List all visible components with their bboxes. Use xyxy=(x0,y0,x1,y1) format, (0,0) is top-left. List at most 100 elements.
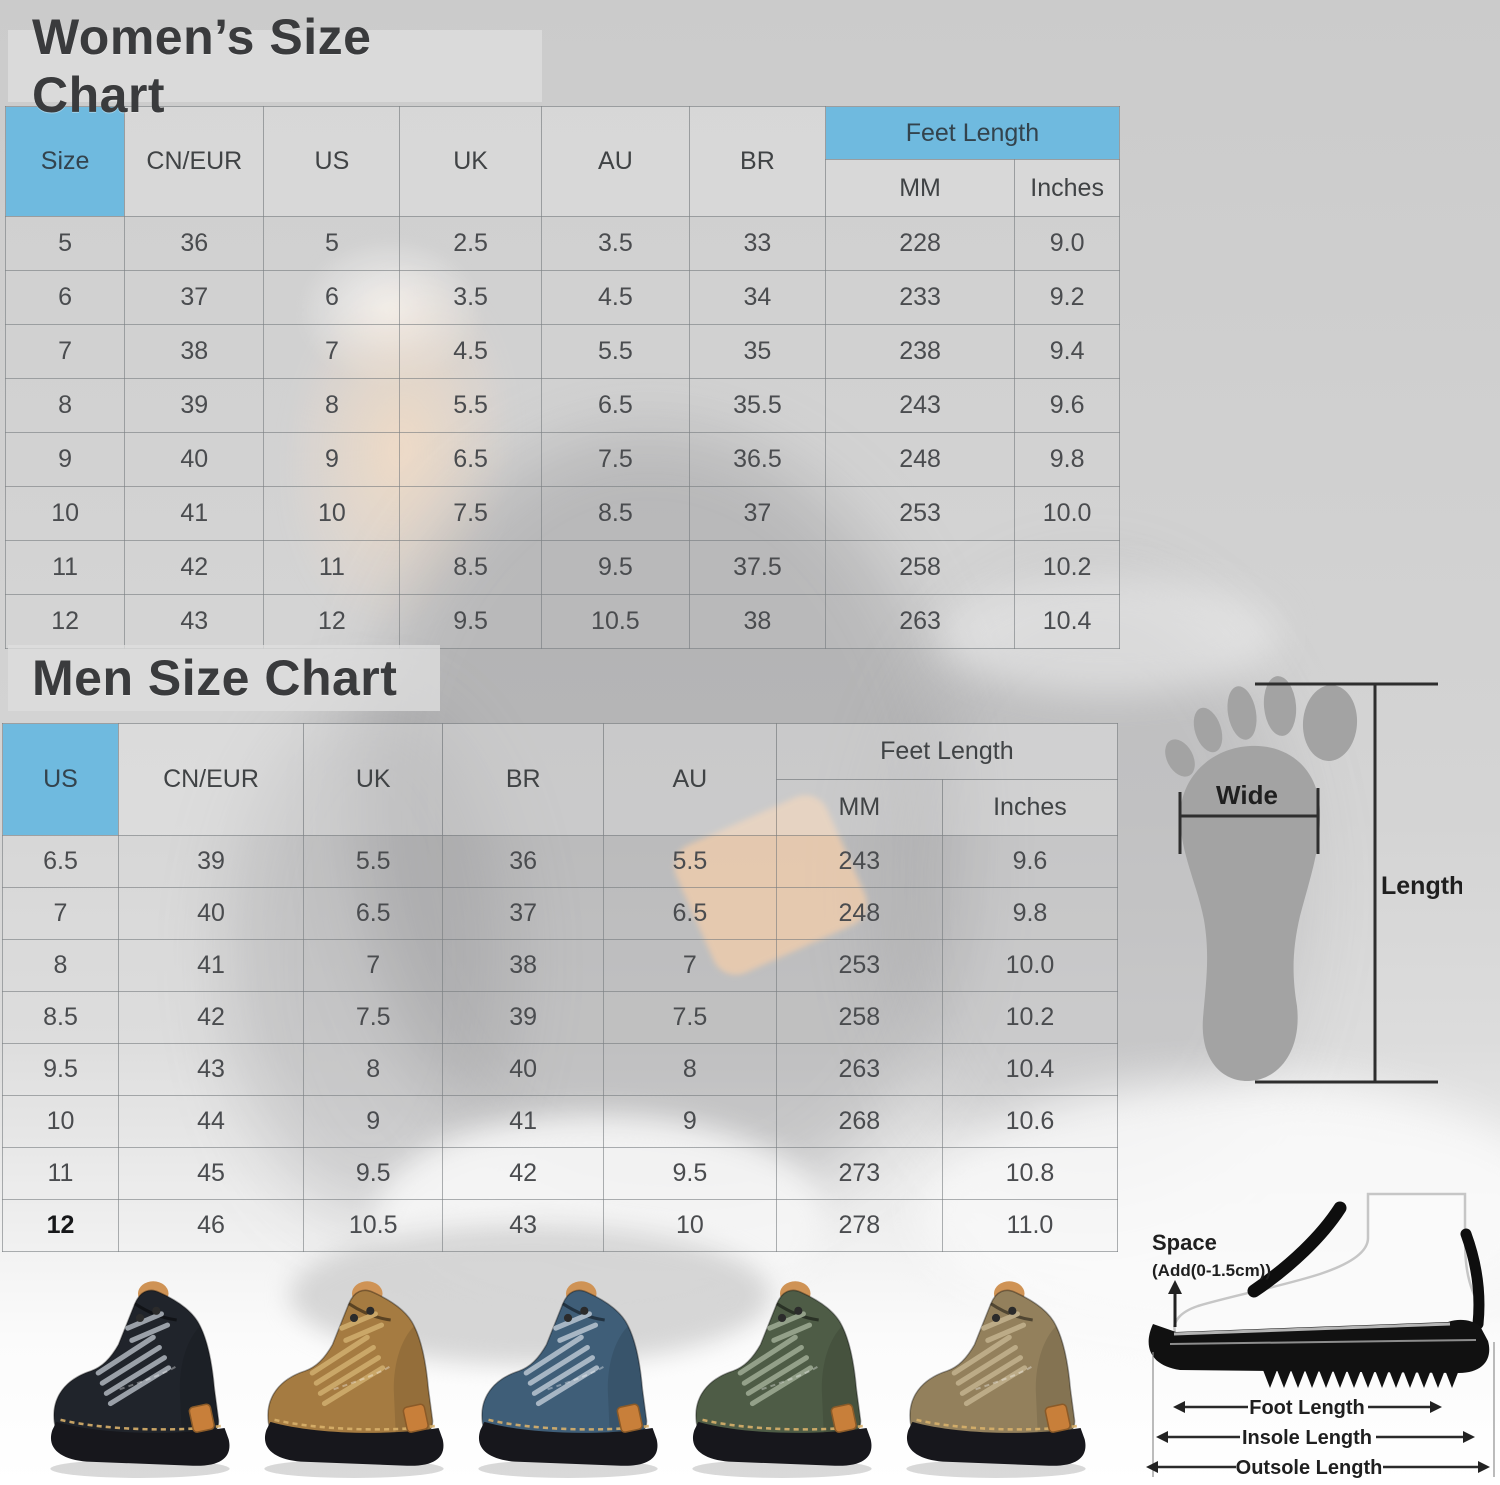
size-cell: 5.5 xyxy=(399,378,542,433)
size-cell: 11.0 xyxy=(941,1199,1119,1252)
mens-title-text: Men Size Chart xyxy=(32,650,398,706)
size-cell: 9.6 xyxy=(941,835,1119,888)
size-cell: 10.4 xyxy=(941,1043,1119,1096)
size-cell: 42 xyxy=(117,991,305,1044)
size-cell: 8.5 xyxy=(399,540,542,595)
size-cell: 6.5 xyxy=(303,887,444,940)
size-cell: 278 xyxy=(775,1199,943,1252)
shoe-product-image-khaki-boot xyxy=(906,1281,1086,1478)
size-cell: 34 xyxy=(688,270,826,325)
size-cell: 33 xyxy=(688,216,826,271)
size-cell: 40 xyxy=(124,432,265,487)
col-header-size: Size xyxy=(4,106,126,217)
size-cell: 7.5 xyxy=(540,432,690,487)
size-cell: 9.5 xyxy=(2,1043,119,1096)
size-cell: 6.5 xyxy=(399,432,542,487)
size-cell: 8.5 xyxy=(2,991,119,1044)
size-cell: 9 xyxy=(602,1095,777,1148)
size-cell: 3.5 xyxy=(540,216,690,271)
size-cell: 4.5 xyxy=(540,270,690,325)
size-cell: 10.6 xyxy=(941,1095,1119,1148)
eyelet xyxy=(1008,1306,1017,1315)
size-cell: 10.0 xyxy=(1014,486,1120,541)
size-cell: 243 xyxy=(775,835,943,888)
size-cell: 273 xyxy=(775,1147,943,1200)
outsole-length-label: Outsole Length xyxy=(1236,1457,1383,1479)
insole-length-label: Insole Length xyxy=(1242,1427,1372,1449)
size-cell: 7 xyxy=(602,939,777,992)
size-cell: 7 xyxy=(2,887,119,940)
col-header-au: AU xyxy=(540,106,690,217)
size-cell: 6.5 xyxy=(2,835,119,888)
size-cell: 38 xyxy=(124,324,265,379)
size-cell: 39 xyxy=(124,378,265,433)
size-cell: 41 xyxy=(124,486,265,541)
size-cell: 258 xyxy=(775,991,943,1044)
size-cell: 41 xyxy=(117,939,305,992)
size-cell: 9 xyxy=(4,432,126,487)
size-cell: 8 xyxy=(303,1043,444,1096)
shoe-sole xyxy=(478,1421,658,1466)
womens-size-chart-table: Size CN/EUR US UK AU BR Feet Length MM Inches 5 36… xyxy=(4,106,1121,649)
size-cell: 11 xyxy=(4,540,126,595)
size-row: 6.5 39 5.5 36 5.5 243 9.6 xyxy=(2,835,1119,888)
size-row: 11 45 9.5 42 9.5 273 10.8 xyxy=(2,1147,1119,1200)
size-cell: 5 xyxy=(4,216,126,271)
col-header-inches: Inches xyxy=(1014,159,1120,217)
size-row: 6 37 6 3.5 4.5 34 233 9.2 xyxy=(4,270,1120,325)
eyelet xyxy=(563,1313,573,1323)
col-header-feet-length: Feet Length xyxy=(775,723,1119,780)
size-cell: 8 xyxy=(2,939,119,992)
shoe-fit-illustration: Space (Add(0-1.5cm)) Foot Length Insole … xyxy=(1146,1192,1495,1479)
size-cell: 7 xyxy=(4,324,126,379)
mens-size-chart-table: US CN/EUR UK BR AU Feet Length MM Inches 6.5 39 5.… xyxy=(2,723,1119,1252)
wide-label: Wide xyxy=(1216,780,1278,810)
size-row: 10 41 10 7.5 8.5 37 253 10.0 xyxy=(4,486,1120,541)
product-color-row xyxy=(38,1256,1098,1481)
size-cell: 38 xyxy=(442,939,604,992)
size-cell: 243 xyxy=(824,378,1016,433)
size-row: 7 40 6.5 37 6.5 248 9.8 xyxy=(2,887,1119,940)
insole-line-2 xyxy=(1169,1339,1477,1345)
foot-measure-diagram: Wide Length xyxy=(1150,668,1462,1098)
size-cell: 5.5 xyxy=(303,835,444,888)
size-cell: 248 xyxy=(775,887,943,940)
shoe-product-image-green-boot xyxy=(692,1281,872,1478)
size-cell: 35 xyxy=(688,324,826,379)
size-cell: 36 xyxy=(442,835,604,888)
shoe-product-image-black-boot xyxy=(50,1281,230,1478)
size-row: 8.5 42 7.5 39 7.5 258 10.2 xyxy=(2,991,1119,1044)
size-cell: 41 xyxy=(442,1095,604,1148)
heel-logo-patch xyxy=(402,1403,429,1433)
panel-stitching xyxy=(975,1363,1036,1391)
size-cell: 9.8 xyxy=(1014,432,1120,487)
shoe-sole xyxy=(692,1421,872,1466)
size-cell: 6.5 xyxy=(602,887,777,940)
size-cell: 248 xyxy=(824,432,1016,487)
size-cell: 42 xyxy=(124,540,265,595)
size-cell: 6 xyxy=(263,270,401,325)
eyelet xyxy=(777,1313,787,1323)
eyelet xyxy=(991,1313,1001,1323)
col-header-br: BR xyxy=(442,723,604,836)
col-header-mm: MM xyxy=(775,779,943,836)
foot-length-label: Foot Length xyxy=(1249,1397,1365,1419)
col-header-br: BR xyxy=(688,106,826,217)
panel-stitching xyxy=(119,1363,180,1391)
eyelet xyxy=(366,1306,375,1315)
size-cell: 10 xyxy=(602,1199,777,1252)
mens-size-chart-title: Men Size Chart xyxy=(8,645,440,711)
eyelet xyxy=(580,1306,589,1315)
col-header-cn-eur: CN/EUR xyxy=(117,723,305,836)
size-row: 12 46 10.5 43 10 278 11.0 xyxy=(2,1199,1119,1252)
size-cell: 35.5 xyxy=(688,378,826,433)
size-cell: 7 xyxy=(303,939,444,992)
size-row: 11 42 11 8.5 9.5 37.5 258 10.2 xyxy=(4,540,1120,595)
size-cell: 37.5 xyxy=(688,540,826,595)
size-cell: 258 xyxy=(824,540,1016,595)
eyelet xyxy=(349,1313,359,1323)
size-cell: 10.2 xyxy=(941,991,1119,1044)
size-cell: 11 xyxy=(263,540,401,595)
panel-stitching xyxy=(547,1363,608,1391)
